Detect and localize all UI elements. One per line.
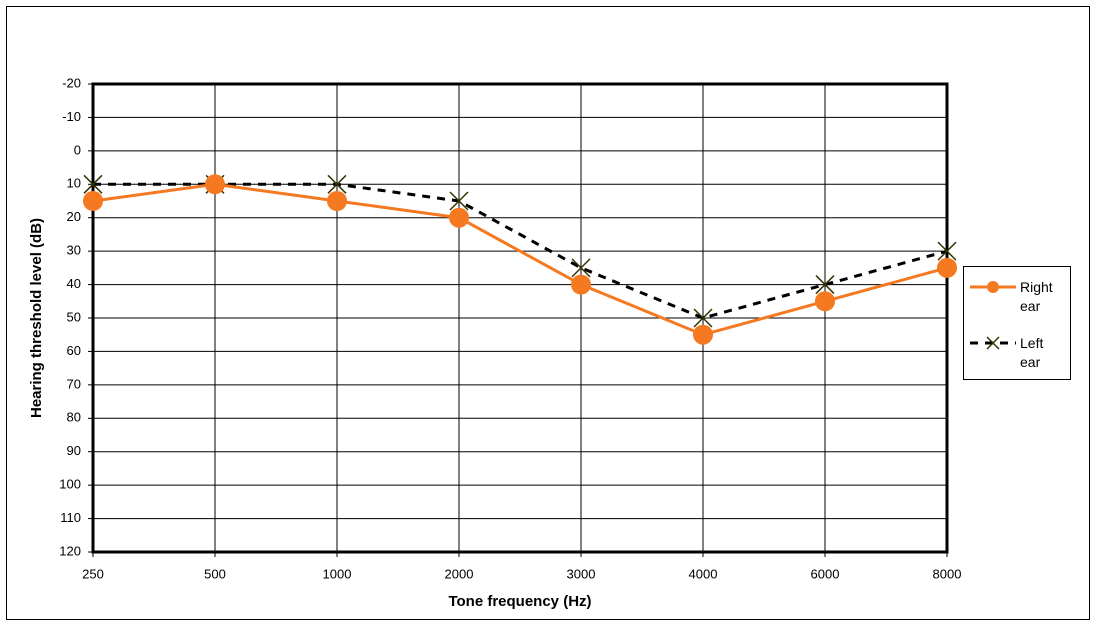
- y-tick-label: 110: [60, 510, 81, 525]
- x-tick-label: 4000: [689, 566, 718, 581]
- x-tick-label: 250: [82, 566, 104, 581]
- y-tick-label: 10: [67, 176, 81, 191]
- y-tick-label: 0: [74, 142, 81, 157]
- x-tick-label: 500: [204, 566, 226, 581]
- series-line: [92, 182, 948, 337]
- y-tick-label: 50: [67, 309, 81, 324]
- x-tick-label: 1000: [323, 566, 352, 581]
- point: [815, 275, 835, 295]
- legend-label: Right ear: [1020, 279, 1053, 314]
- point: [571, 274, 591, 295]
- y-tick-label: 60: [67, 343, 81, 358]
- legend-label: Left ear: [1020, 335, 1044, 370]
- x-axis-title: Tone frequency (Hz): [448, 593, 591, 610]
- point: [937, 241, 957, 261]
- point: [327, 191, 347, 211]
- y-tick-label: 80: [67, 410, 81, 425]
- point: [449, 207, 469, 228]
- legend-box: [963, 266, 1071, 380]
- point: [815, 291, 835, 312]
- point: [83, 174, 103, 194]
- point: [571, 258, 591, 278]
- legend-symbol: [986, 336, 1000, 350]
- legend-marker: [986, 336, 1000, 350]
- x-tick-label: 2000: [445, 566, 474, 581]
- x-tick-label: 3000: [567, 566, 596, 581]
- y-tick-label: 100: [59, 477, 81, 492]
- y-tick-label: 30: [67, 243, 81, 258]
- series-line: [93, 182, 948, 320]
- plot-border: [91, 82, 949, 554]
- point: [205, 174, 225, 195]
- x-tick-label: 6000: [811, 566, 840, 581]
- point: [693, 308, 713, 328]
- legend-marker: [987, 281, 999, 293]
- y-axis-title: Hearing threshold level (dB): [28, 218, 45, 418]
- y-tick-label: -10: [62, 109, 81, 124]
- y-tick-label: 40: [67, 276, 81, 291]
- y-tick-label: 120: [59, 543, 81, 558]
- x-tick-label: 8000: [933, 566, 962, 581]
- y-tick-label: 70: [67, 376, 81, 391]
- point: [693, 324, 713, 345]
- y-tick-label: -20: [62, 75, 81, 90]
- point: [449, 191, 469, 211]
- y-tick-label: 90: [67, 443, 81, 458]
- point: [937, 257, 957, 278]
- point: [327, 174, 347, 194]
- chart-frame: [6, 6, 1090, 620]
- y-tick-label: 20: [67, 209, 81, 224]
- legend-symbol: [987, 281, 999, 293]
- point: [83, 191, 103, 211]
